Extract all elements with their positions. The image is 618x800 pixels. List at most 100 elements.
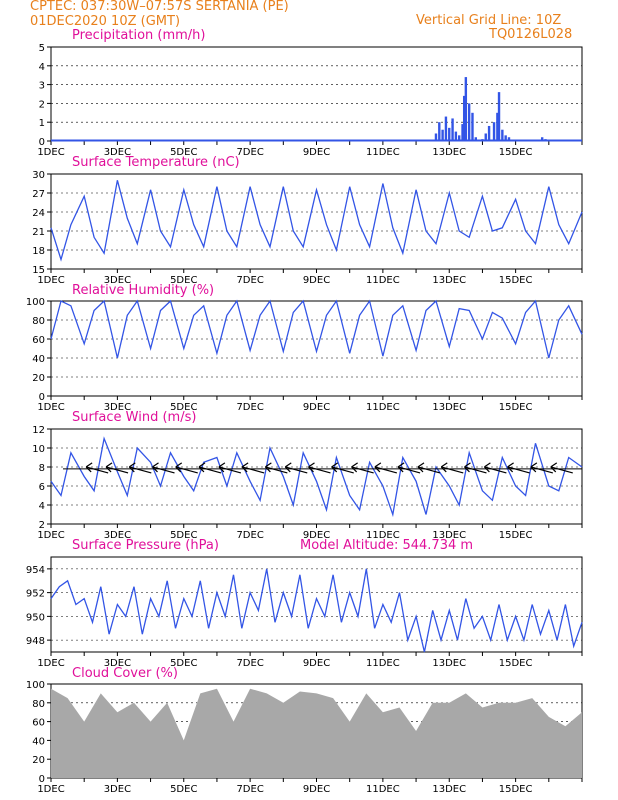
header-code: TQ0126L028 [489, 27, 573, 42]
wind-arrow [152, 466, 175, 474]
wind-arrow-head [198, 462, 206, 473]
precip-bar [458, 135, 461, 141]
pressure-xtick-label: 1DEC [37, 658, 64, 669]
pressure-xtick-label: 13DEC [432, 658, 466, 669]
temp-xtick-label: 7DEC [236, 275, 263, 286]
wind-title: Surface Wind (m/s) [72, 410, 197, 425]
wind-xtick-label: 3DEC [104, 530, 131, 541]
pressure-ytick-label: 948 [26, 636, 45, 647]
precip-xtick-label: 15DEC [499, 147, 533, 158]
precip-bar [448, 127, 451, 141]
cloud-xtick-label: 15DEC [499, 784, 533, 795]
precip-bar [504, 135, 507, 141]
temp-series-line [50, 180, 583, 262]
wind-ytick-label: 10 [32, 444, 45, 455]
wind-arrow-head [264, 462, 272, 473]
precip-xtick-label: 11DEC [366, 147, 400, 158]
humidity-ytick-label: 0 [39, 392, 45, 403]
wind-arrow-head [507, 462, 514, 473]
wind-arrow-head [308, 462, 315, 473]
wind-arrow-head [152, 462, 159, 473]
cloud-xtick-label: 3DEC [104, 784, 131, 795]
precip-title: Precipitation (mm/h) [72, 28, 206, 43]
pressure-ytick-label: 950 [26, 612, 45, 623]
temp-ytick-label: 30 [32, 170, 45, 181]
humidity-xtick-label: 9DEC [303, 402, 330, 413]
wind-xtick-label: 13DEC [432, 530, 466, 541]
wind-arrow [397, 466, 421, 474]
precip-bar [471, 112, 474, 141]
wind-xtick-label: 15DEC [499, 530, 533, 541]
humidity-xtick-label: 5DEC [170, 402, 197, 413]
precip-bar [454, 131, 458, 141]
precip-bar [462, 95, 466, 141]
wind-series-line [50, 436, 583, 518]
wind-arrow [374, 466, 398, 474]
cloud-ytick-label: 60 [32, 718, 45, 729]
precip-xtick-label: 13DEC [432, 147, 466, 158]
wind-arrow-head [464, 462, 471, 473]
cloud-xtick-label: 11DEC [366, 784, 400, 795]
wind-arrow-head [397, 462, 405, 473]
wind-arrow [85, 466, 109, 474]
wind-arrow [417, 466, 441, 474]
cloud-ytick-label: 100 [26, 680, 45, 691]
precip-bar [434, 133, 438, 141]
cloud-title: Cloud Cover (%) [72, 666, 178, 681]
wind-arrow [550, 466, 573, 474]
wind-ytick-label: 4 [39, 501, 45, 512]
precip-ytick-label: 1 [39, 118, 45, 129]
humidity-frame [50, 300, 583, 397]
precip-xtick-label: 7DEC [236, 147, 263, 158]
humidity-ytick-label: 60 [32, 335, 45, 346]
wind-arrow-head [85, 462, 93, 473]
wind-arrow-head [128, 462, 136, 473]
wind-xtick-label: 1DEC [37, 530, 64, 541]
cloud-xtick-label: 9DEC [303, 784, 330, 795]
precip-bar [225, 140, 229, 141]
wind-arrow-head [440, 462, 448, 473]
wind-arrow-head [351, 462, 358, 473]
wind-arrow [331, 466, 354, 474]
wind-arrow [175, 466, 198, 474]
pressure-series-line [50, 568, 583, 653]
wind-arrow-head [175, 462, 183, 473]
precip-ytick-label: 0 [39, 137, 45, 148]
precip-frame [50, 46, 583, 142]
temp-ytick-label: 24 [32, 208, 45, 219]
header-gridline: Vertical Grid Line: 10Z [416, 13, 562, 28]
precip-bar [464, 77, 468, 141]
temp-xtick-label: 1DEC [37, 275, 64, 286]
wind-arrow-head [105, 462, 113, 473]
cloud-xtick-label: 7DEC [236, 784, 263, 795]
temp-ytick-label: 15 [32, 265, 45, 276]
wind-arrow [351, 466, 374, 474]
header-datetime: 01DEC2020 10Z (GMT) [30, 14, 181, 29]
humidity-ytick-label: 80 [32, 316, 45, 327]
cloud-xtick-label: 5DEC [170, 784, 197, 795]
wind-arrow [285, 466, 308, 474]
wind-arrow [198, 466, 222, 474]
pressure-xtick-label: 15DEC [499, 658, 533, 669]
precip-xtick-label: 9DEC [303, 147, 330, 158]
precip-bar [444, 116, 448, 141]
temp-xtick-label: 3DEC [104, 275, 131, 286]
temp-xtick-label: 9DEC [303, 275, 330, 286]
precip-bar [481, 139, 484, 141]
pressure-title: Surface Pressure (hPa) [72, 538, 219, 553]
precip-ytick-label: 3 [39, 81, 45, 92]
wind-arrow-head [417, 462, 425, 473]
precip-bar [501, 129, 504, 141]
wind-xtick-label: 9DEC [303, 530, 330, 541]
cloud-ytick-label: 0 [39, 774, 45, 785]
wind-ytick-label: 8 [39, 463, 45, 474]
temp-xtick-label: 11DEC [366, 275, 400, 286]
humidity-series-line [50, 299, 583, 359]
precip-bar [451, 118, 454, 141]
pressure-xtick-label: 3DEC [104, 658, 131, 669]
cloud-area [51, 688, 582, 778]
cloud-xtick-label: 1DEC [37, 784, 64, 795]
precip-xtick-label: 1DEC [37, 147, 64, 158]
wind-arrow [105, 466, 129, 474]
